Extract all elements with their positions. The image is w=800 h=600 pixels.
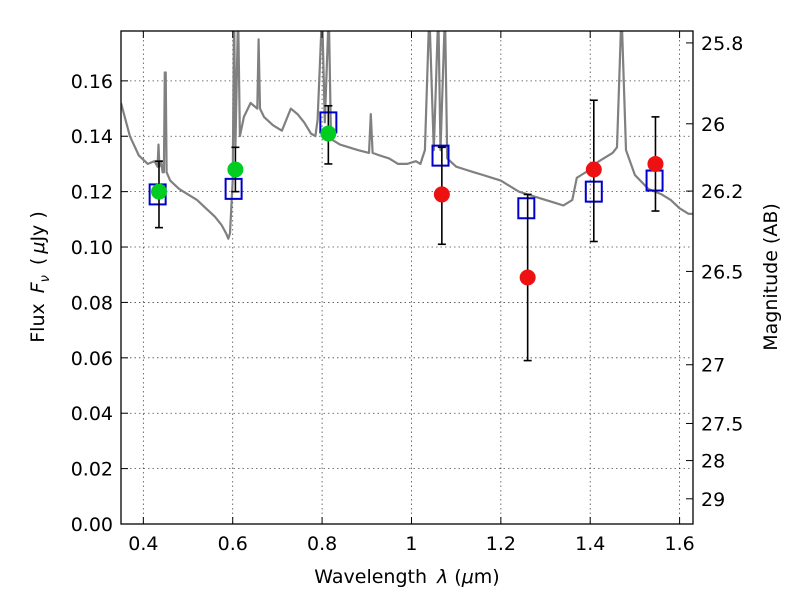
green-data-point <box>320 125 337 142</box>
y-axis-label: FluxFν(μJy ) <box>27 211 53 343</box>
y-tick-label: 0.06 <box>71 348 113 370</box>
y-tick-label: 0.02 <box>71 459 113 481</box>
y-tick-label: 0.14 <box>71 126 113 148</box>
green-data-point <box>150 183 167 200</box>
x-tick-label: 1.4 <box>575 533 605 555</box>
y2-tick-label: 29 <box>701 489 725 511</box>
model-box-series <box>148 111 664 220</box>
y-tick-label: 0.12 <box>71 182 113 204</box>
y2-tick-label: 27.5 <box>701 413 743 435</box>
y-tick-label: 0.00 <box>71 514 113 536</box>
y2-tick-label: 26.2 <box>701 181 743 203</box>
y2-tick-label: 25.8 <box>701 33 743 55</box>
y-tick-label: 0.16 <box>71 71 113 93</box>
model-box-marker <box>517 197 536 220</box>
x-axis-label: Wavelength λ (μm) <box>314 566 499 588</box>
plot-frame <box>120 30 694 525</box>
spectrum-line <box>121 31 693 240</box>
x-tick-label: 1.2 <box>486 533 516 555</box>
y-tick-label: 0.04 <box>71 403 113 425</box>
y-tick-label: 0.08 <box>71 292 113 314</box>
x-tick-label: 1.6 <box>664 533 694 555</box>
y2-axis-label: Magnitude (AB) <box>760 203 782 351</box>
axis-ticks: 0.4 0.6 0.8 1 1.2 1.4 1.6 0.00 0.02 0.04 0.06 0.08 0… <box>71 31 743 555</box>
y-tick-label: 0.10 <box>71 237 113 259</box>
x-tick-label: 0.6 <box>218 533 248 555</box>
red-data-point <box>585 161 602 178</box>
spectrum-series <box>121 31 693 240</box>
grid-lines <box>121 31 693 524</box>
red-measurement-series <box>433 155 664 286</box>
red-data-point <box>647 155 664 172</box>
red-data-point <box>519 269 536 286</box>
green-detection-series <box>150 125 337 200</box>
green-data-point <box>227 161 244 178</box>
model-box-marker <box>645 169 664 192</box>
y2-tick-label: 26 <box>701 114 725 136</box>
model-box-marker <box>224 177 243 200</box>
y2-tick-label: 26.5 <box>701 261 743 283</box>
red-data-point <box>433 186 450 203</box>
x-tick-label: 1 <box>405 533 417 555</box>
x-tick-label: 0.8 <box>307 533 337 555</box>
x-tick-label: 0.4 <box>128 533 158 555</box>
y2-tick-label: 28 <box>701 451 725 473</box>
model-box-marker <box>431 144 450 167</box>
y2-tick-label: 27 <box>701 355 725 377</box>
